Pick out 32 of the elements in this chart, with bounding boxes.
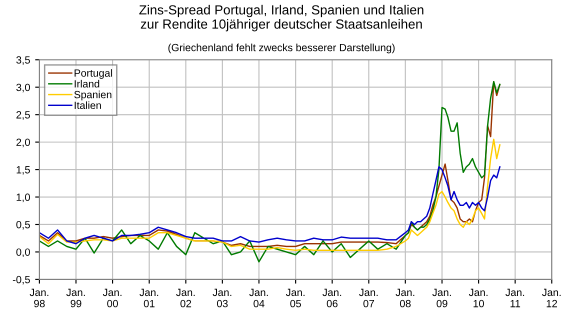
chart-title: Zins-Spread Portugal, Irland, Spanien und Italien zur Rendite 10jähriger deutscher Staatsanleihen [139, 4, 424, 32]
chart-subtitle: (Griechenland fehlt zwecks besserer Darstellung) [168, 44, 395, 54]
x-tick-label: Jan. 12 [542, 288, 561, 308]
y-tick-label: 1,5 [16, 166, 30, 175]
x-tick-label: Jan. 03 [212, 288, 232, 308]
legend-label: Italien [74, 101, 101, 110]
x-tick-label: Jan. 08 [396, 288, 414, 308]
x-tick-label: Jan. 11 [505, 288, 524, 308]
y-tick-label: -0,5 [12, 276, 30, 284]
x-tick-label: Jan. 01 [140, 288, 158, 308]
legend-label: Irland [74, 80, 100, 88]
x-tick-label: Jan. 07 [359, 288, 378, 308]
legend-label: Spanien [74, 90, 112, 100]
x-tick-label: Jan. 04 [249, 288, 268, 308]
y-tick-label: 1,0 [16, 194, 30, 202]
y-tick-label: 0,5 [16, 220, 30, 230]
y-tick-label: 2,0 [16, 138, 30, 148]
y-tick-label: 3,0 [16, 84, 30, 92]
x-tick-label: Jan. 05 [286, 288, 305, 308]
x-tick-label: Jan. 99 [66, 288, 85, 308]
x-tick-label: Jan. 06 [322, 288, 342, 308]
x-tick-label: Jan. 10 [468, 288, 488, 308]
y-tick-label: 2,5 [16, 111, 30, 120]
legend-label: Portugal [74, 69, 112, 79]
x-tick-label: Jan. 09 [432, 288, 451, 308]
line-series [39, 138, 501, 251]
x-tick-label: Jan. 02 [176, 288, 195, 308]
x-tick-label: Jan. 98 [30, 288, 48, 308]
y-tick-label: 0,0 [16, 248, 30, 258]
line-series [39, 166, 501, 244]
y-tick-label: 3,5 [16, 56, 30, 65]
x-tick-label: Jan. 00 [102, 288, 122, 308]
